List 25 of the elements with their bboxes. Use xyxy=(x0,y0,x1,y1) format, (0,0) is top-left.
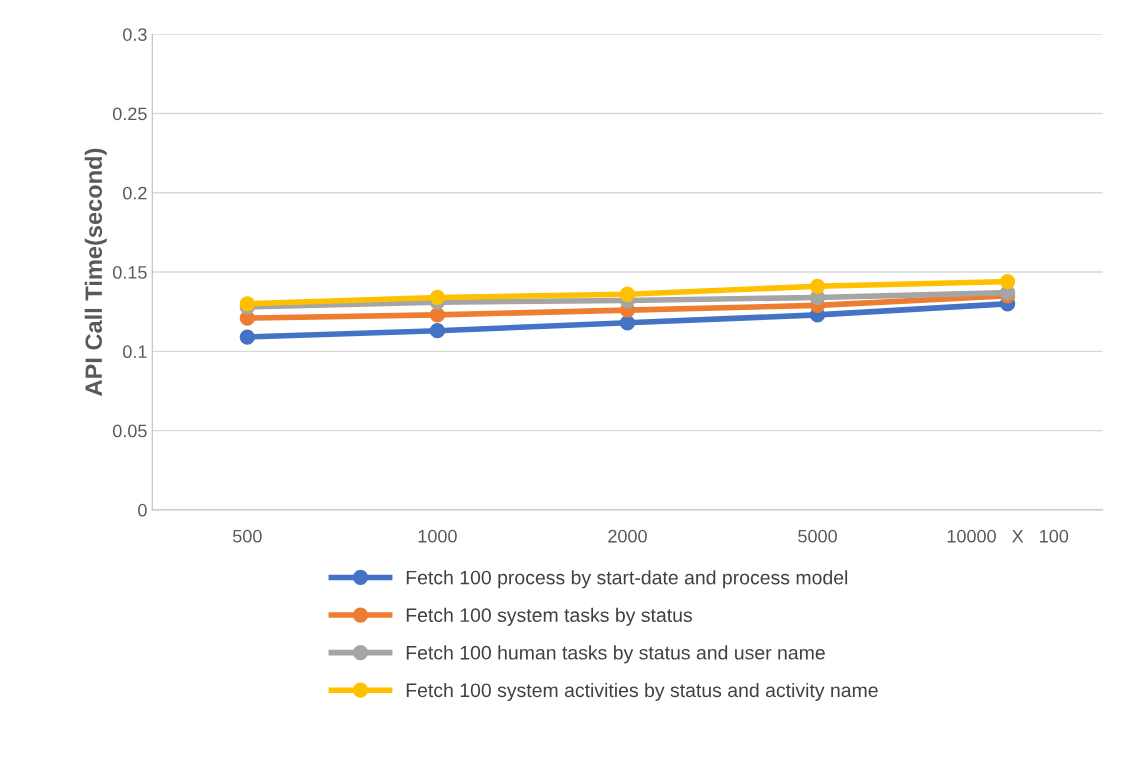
legend-label: Fetch 100 human tasks by status and user name xyxy=(406,645,825,664)
y-tick-label: 0.05 xyxy=(112,424,147,438)
y-tick-label: 0.2 xyxy=(123,186,147,200)
point xyxy=(619,315,636,331)
point xyxy=(619,286,636,302)
y-tick-label: 0 xyxy=(138,503,147,517)
point xyxy=(429,323,446,339)
point xyxy=(809,278,826,294)
point xyxy=(239,329,255,345)
y-tick-label: 0.15 xyxy=(112,265,147,279)
point xyxy=(429,289,446,306)
legend-label: Fetch 100 process by start-date and process model xyxy=(406,570,848,589)
y-tick-label: 0.25 xyxy=(112,107,147,121)
x-tick-label: 10000 X 100 xyxy=(947,529,1069,543)
y-axis-title: API Call Time(second) xyxy=(84,148,107,396)
point xyxy=(429,307,446,323)
x-tick-label: 500 xyxy=(232,529,262,543)
y-tick-label: 0.3 xyxy=(123,28,147,41)
y-tick-label: 0.1 xyxy=(123,345,147,359)
point xyxy=(999,273,1016,290)
x-tick-label: 2000 xyxy=(608,529,647,543)
x-tick-label: 5000 xyxy=(798,529,837,543)
x-tick-label: 1000 xyxy=(418,529,457,543)
legend-label: Fetch 100 system tasks by status xyxy=(406,607,692,626)
legend-label: Fetch 100 system activities by status and activity name xyxy=(406,682,878,702)
